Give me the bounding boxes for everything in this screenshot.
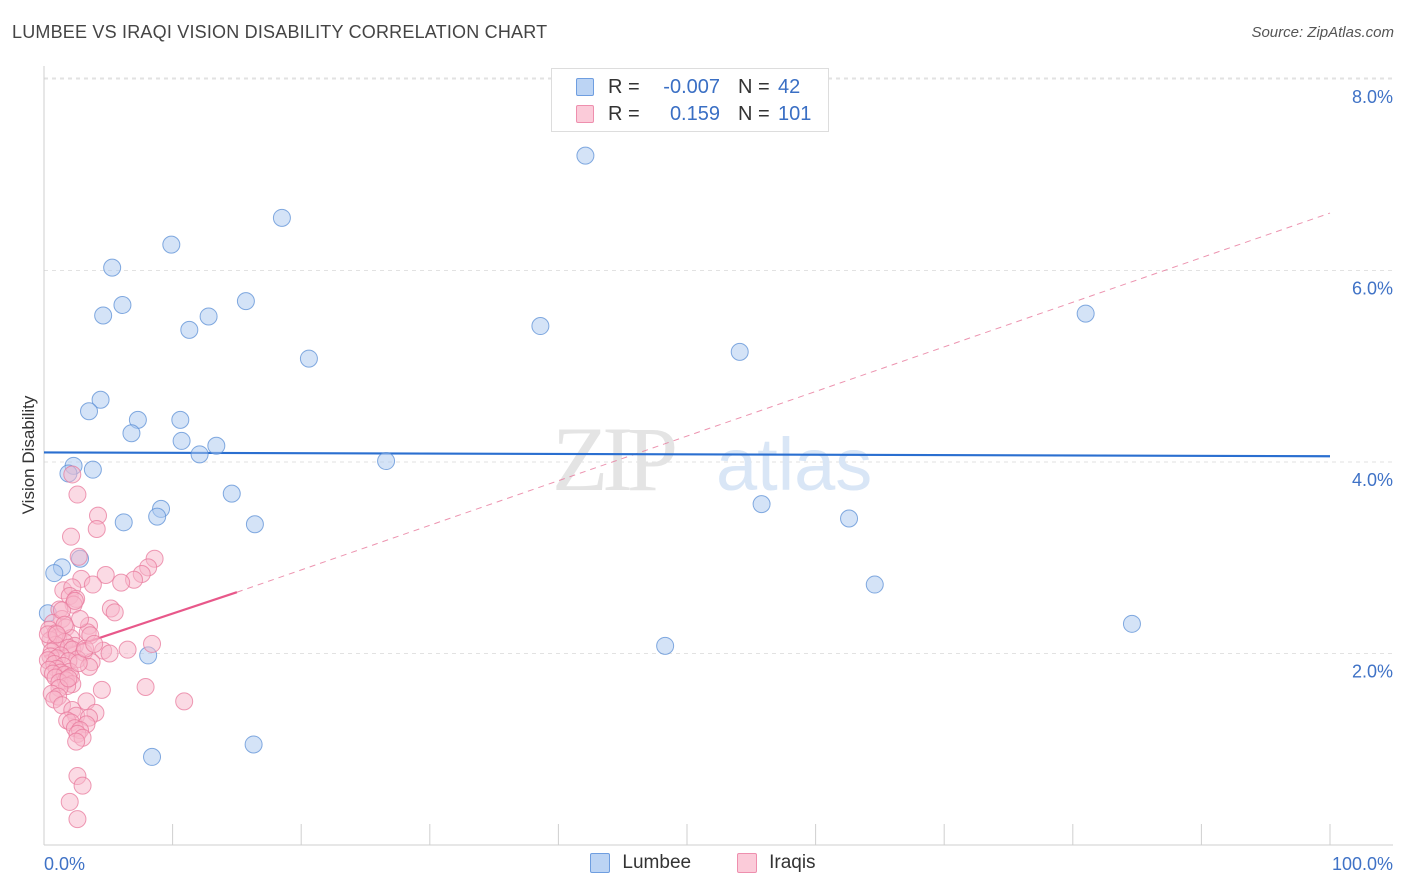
- series-iraqis: [38, 465, 194, 829]
- data-point: [118, 640, 137, 659]
- watermark-atlas: atlas: [716, 423, 872, 506]
- legend-label-lumbee: Lumbee: [622, 852, 692, 873]
- data-point: [272, 208, 291, 227]
- legend-item-iraqis: Iraqis: [737, 852, 816, 874]
- data-point: [175, 692, 194, 711]
- data-point: [245, 515, 264, 534]
- iraqis-swatch: [576, 105, 594, 123]
- data-point: [865, 575, 884, 594]
- data-points: [38, 146, 1141, 829]
- data-point: [377, 452, 396, 471]
- data-point: [113, 295, 132, 314]
- watermark-zip: ZIP: [552, 408, 675, 510]
- data-point: [91, 390, 110, 409]
- data-point: [840, 509, 859, 528]
- legend-r-value: -0.007: [663, 75, 720, 98]
- data-point: [68, 485, 87, 504]
- y-axis-label: Vision Disability: [19, 395, 38, 514]
- data-point: [47, 625, 66, 644]
- data-point: [576, 146, 595, 165]
- chart-title: LUMBEE VS IRAQI VISION DISABILITY CORREL…: [12, 22, 548, 42]
- data-point: [190, 445, 209, 464]
- data-point: [59, 669, 78, 688]
- data-point: [68, 810, 87, 829]
- correlation-legend: R = -0.007 N = 42 R = 0.159 N = 101: [551, 68, 829, 132]
- legend-n-label: N =: [738, 75, 770, 98]
- data-point: [105, 603, 124, 622]
- data-point: [85, 634, 104, 653]
- grid-lines: [44, 77, 1393, 654]
- data-point: [1076, 304, 1095, 323]
- trend-lines: [43, 212, 1331, 658]
- data-point: [100, 644, 119, 663]
- data-point: [45, 564, 64, 583]
- data-point: [244, 735, 263, 754]
- data-point: [656, 636, 675, 655]
- data-point: [94, 306, 113, 325]
- legend-n-label: N =: [738, 102, 770, 125]
- data-point: [162, 235, 181, 254]
- data-point: [752, 495, 771, 514]
- data-point: [83, 575, 102, 594]
- data-point: [236, 292, 255, 311]
- iraqis-legend-swatch: [737, 853, 758, 873]
- data-point: [63, 465, 82, 484]
- axes: [43, 66, 1393, 846]
- data-point: [62, 527, 81, 546]
- y-tick-labels: 2.0% 4.0% 6.0% 8.0%: [1352, 87, 1393, 682]
- lumbee-swatch: [576, 78, 594, 96]
- data-point: [83, 460, 102, 479]
- data-point: [114, 513, 133, 532]
- legend-n-value: 42: [778, 75, 801, 98]
- data-point: [143, 634, 162, 653]
- data-point: [87, 520, 106, 539]
- x-tick-label-left: 0.0%: [44, 854, 85, 874]
- data-point: [103, 258, 122, 277]
- data-point: [172, 431, 191, 450]
- data-point: [80, 402, 99, 421]
- data-point: [143, 747, 162, 766]
- data-point: [122, 424, 141, 443]
- data-point: [92, 680, 111, 699]
- legend-row-lumbee: R = -0.007 N = 42: [576, 74, 818, 100]
- data-point: [180, 320, 199, 339]
- trend-line-lumbee: [43, 451, 1331, 458]
- legend-n-value: 101: [778, 102, 812, 125]
- trend-extension-iraqis: [236, 212, 1331, 593]
- lumbee-legend-swatch: [590, 853, 611, 873]
- data-point: [60, 792, 79, 811]
- legend-r-value: 0.159: [669, 102, 720, 125]
- data-point: [73, 776, 92, 795]
- data-point: [1122, 614, 1141, 633]
- y-tick-label: 6.0%: [1352, 279, 1393, 299]
- y-tick-label: 4.0%: [1352, 470, 1393, 490]
- data-point: [730, 342, 749, 361]
- data-point: [531, 317, 550, 336]
- legend-row-iraqis: R = 0.159 N = 101: [576, 101, 818, 127]
- data-point: [112, 573, 131, 592]
- data-point: [71, 610, 90, 629]
- data-point: [199, 307, 218, 326]
- data-point: [222, 484, 241, 503]
- data-point: [299, 349, 318, 368]
- data-point: [67, 732, 86, 751]
- data-point: [96, 565, 115, 584]
- source-label: Source: ZipAtlas.com: [1251, 24, 1394, 41]
- data-point: [65, 591, 84, 610]
- y-tick-label: 2.0%: [1352, 662, 1393, 682]
- legend-r-label: R =: [608, 75, 640, 98]
- legend-label-iraqis: Iraqis: [769, 852, 816, 873]
- watermark: ZIP atlas: [552, 408, 872, 510]
- legend-item-lumbee: Lumbee: [590, 852, 691, 874]
- data-point: [136, 678, 155, 697]
- data-point: [207, 436, 226, 455]
- y-tick-label: 8.0%: [1352, 87, 1393, 107]
- series-legend: Lumbee Iraqis: [0, 852, 1406, 874]
- data-point: [148, 507, 167, 526]
- legend-r-label: R =: [608, 102, 640, 125]
- x-tick-label-right: 100.0%: [1332, 854, 1393, 874]
- data-point: [171, 410, 190, 429]
- data-point: [69, 547, 88, 566]
